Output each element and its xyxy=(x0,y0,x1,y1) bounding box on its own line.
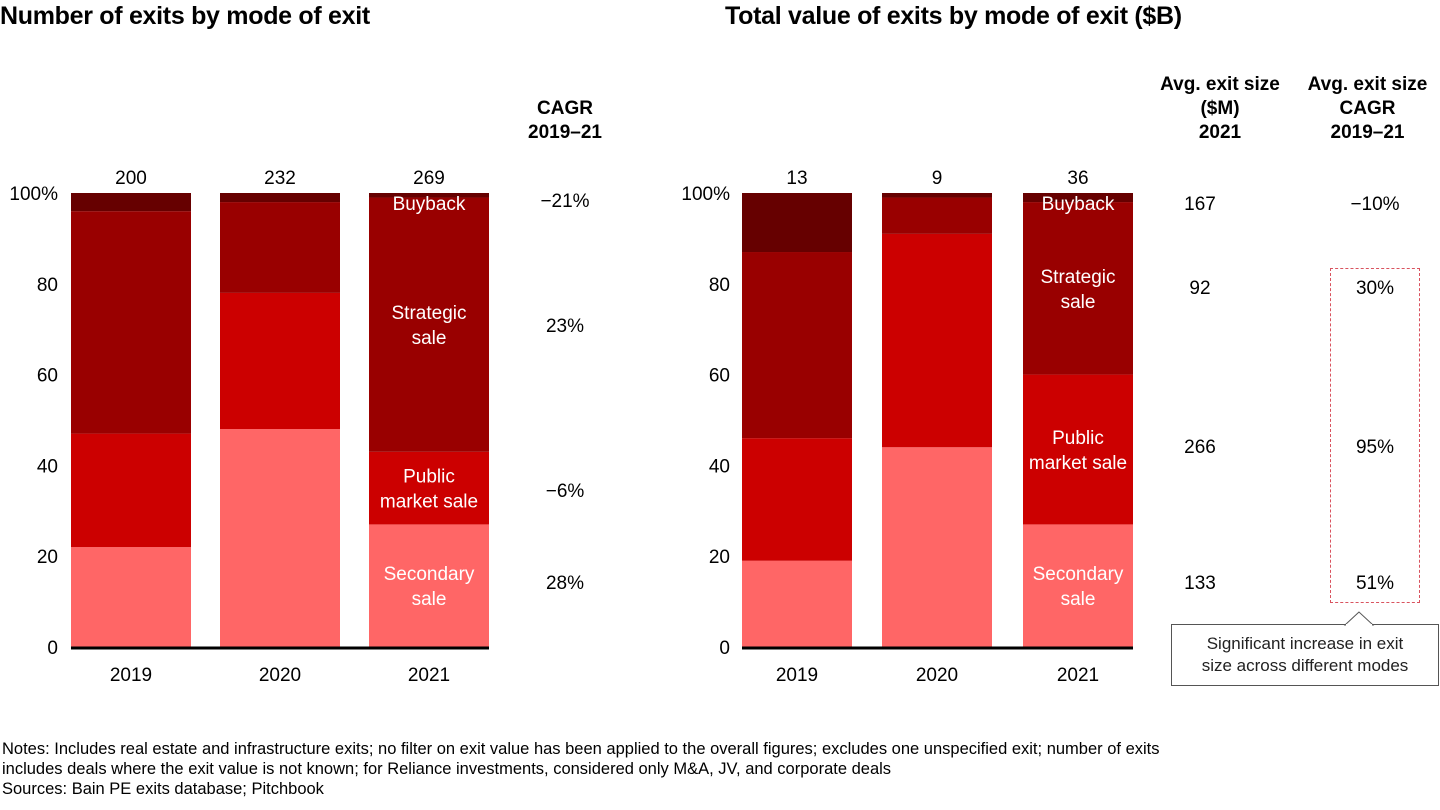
bar-segment-strategic-sale xyxy=(742,252,852,439)
bar-segment-buyback xyxy=(1023,193,1133,203)
bar-segment-public-market-sale xyxy=(882,233,992,448)
bar-total-label: 269 xyxy=(413,168,445,189)
bar-segment-buyback xyxy=(220,193,340,203)
x-tick-label: 2021 xyxy=(1057,665,1099,686)
notes-line2: includes deals where the exit value is n… xyxy=(2,760,892,778)
bar-segment-public-market-sale xyxy=(220,292,340,430)
x-tick-label: 2019 xyxy=(110,665,152,686)
segment-label: Public xyxy=(1052,428,1104,449)
segment-label: Public xyxy=(403,467,455,488)
y-tick-label: 0 xyxy=(47,638,58,659)
avg-exit-size-header-line2: ($M) xyxy=(1200,98,1240,119)
bar-total-label: 13 xyxy=(786,168,807,189)
y-tick-label: 80 xyxy=(709,275,730,296)
segment-label: sale xyxy=(1061,589,1096,610)
avg-cagr-strategic: 30% xyxy=(1355,278,1395,299)
bar-segment-buyback xyxy=(369,193,489,198)
segment-label: Strategic xyxy=(392,303,467,324)
avg-cagr-buyback: −10% xyxy=(1350,194,1400,215)
y-tick-label: 100% xyxy=(681,184,730,205)
cagr-buyback: −21% xyxy=(540,191,590,212)
bar-segment-strategic-sale xyxy=(71,211,191,434)
cagr-strategic: 23% xyxy=(545,316,585,337)
y-tick-label: 20 xyxy=(709,547,730,568)
avg-exit-size-header: Avg. exit size ($M) 2021 xyxy=(1145,73,1295,145)
cagr-secondary: 28% xyxy=(545,573,585,594)
bar-segment-strategic-sale xyxy=(369,197,489,452)
y-tick-label: 60 xyxy=(37,366,58,387)
segment-label: Secondary xyxy=(1033,564,1124,585)
segment-label: sale xyxy=(412,328,447,349)
avg-cagr-public: 95% xyxy=(1355,437,1395,458)
notes-line1: Notes: Includes real estate and infrastr… xyxy=(2,740,1160,758)
cagr-public: −6% xyxy=(545,481,585,502)
segment-label: Buyback xyxy=(1042,194,1115,215)
y-tick-label: 100% xyxy=(9,184,58,205)
chart-title-value-of-exits: Total value of exits by mode of exit ($B… xyxy=(725,2,1182,30)
bar-segment-secondary-sale xyxy=(220,429,340,647)
y-tick-label: 40 xyxy=(37,456,58,477)
bar-total-label: 200 xyxy=(115,168,147,189)
y-tick-label: 80 xyxy=(37,275,58,296)
bar-segment-strategic-sale xyxy=(882,197,992,234)
x-tick-label: 2021 xyxy=(408,665,450,686)
bar-segment-buyback xyxy=(882,193,992,198)
bar-segment-secondary-sale xyxy=(1023,524,1133,647)
bar-total-label: 36 xyxy=(1067,168,1088,189)
segment-label: Buyback xyxy=(393,194,466,215)
avg-size-strategic: 92 xyxy=(1189,278,1211,299)
segment-label: sale xyxy=(412,589,447,610)
segment-label: market sale xyxy=(380,492,478,513)
avg-size-public: 266 xyxy=(1184,437,1216,458)
bar-segment-buyback xyxy=(742,193,852,253)
y-tick-label: 0 xyxy=(719,638,730,659)
bar-segment-public-market-sale xyxy=(71,433,191,548)
segment-label: market sale xyxy=(1029,453,1127,474)
callout-line2: size across different modes xyxy=(1201,656,1409,675)
chart-title-number-of-exits: Number of exits by mode of exit xyxy=(0,2,370,30)
bar-segment-public-market-sale xyxy=(742,438,852,561)
highlight-dashed-box xyxy=(1330,268,1420,603)
y-tick-label: 20 xyxy=(37,547,58,568)
avg-size-secondary: 133 xyxy=(1184,573,1216,594)
bar-total-label: 232 xyxy=(264,168,296,189)
bar-segment-public-market-sale xyxy=(1023,374,1133,525)
avg-exit-cagr-header-line3: 2019–21 xyxy=(1330,122,1405,143)
bar-segment-public-market-sale xyxy=(369,451,489,525)
segment-label: sale xyxy=(1061,292,1096,313)
avg-size-buyback: 167 xyxy=(1184,194,1216,215)
bar-segment-secondary-sale xyxy=(742,560,852,647)
cagr-header: CAGR 2019–21 xyxy=(515,97,615,145)
segment-label: Strategic xyxy=(1041,267,1116,288)
footnotes: Notes: Includes real estate and infrastr… xyxy=(2,739,1438,799)
bar-segment-secondary-sale xyxy=(71,547,191,647)
avg-exit-cagr-header: Avg. exit size CAGR 2019–21 xyxy=(1295,73,1440,145)
cagr-header-line2: 2019–21 xyxy=(528,122,602,143)
y-tick-label: 60 xyxy=(709,366,730,387)
cagr-header-line1: CAGR xyxy=(537,98,593,119)
bar-segment-secondary-sale xyxy=(369,524,489,647)
avg-exit-cagr-header-line2: CAGR xyxy=(1339,98,1396,119)
callout-line1: Significant increase in exit xyxy=(1206,634,1404,653)
sources-line: Sources: Bain PE exits database; Pitchbo… xyxy=(2,780,324,798)
x-tick-label: 2020 xyxy=(259,665,301,686)
avg-cagr-secondary: 51% xyxy=(1355,573,1395,594)
avg-exit-size-header-line1: Avg. exit size xyxy=(1160,74,1280,95)
bar-segment-secondary-sale xyxy=(882,447,992,647)
bar-segment-strategic-sale xyxy=(1023,202,1133,375)
x-tick-label: 2020 xyxy=(916,665,958,686)
avg-exit-size-header-line3: 2021 xyxy=(1198,122,1242,143)
bar-segment-buyback xyxy=(71,193,191,212)
y-tick-label: 40 xyxy=(709,456,730,477)
bar-segment-strategic-sale xyxy=(220,202,340,293)
bar-total-label: 9 xyxy=(932,168,943,189)
x-tick-label: 2019 xyxy=(776,665,818,686)
segment-label: Secondary xyxy=(384,564,475,585)
avg-exit-cagr-header-line1: Avg. exit size xyxy=(1307,74,1428,95)
callout-box: Significant increase in exit size across… xyxy=(1171,624,1439,686)
